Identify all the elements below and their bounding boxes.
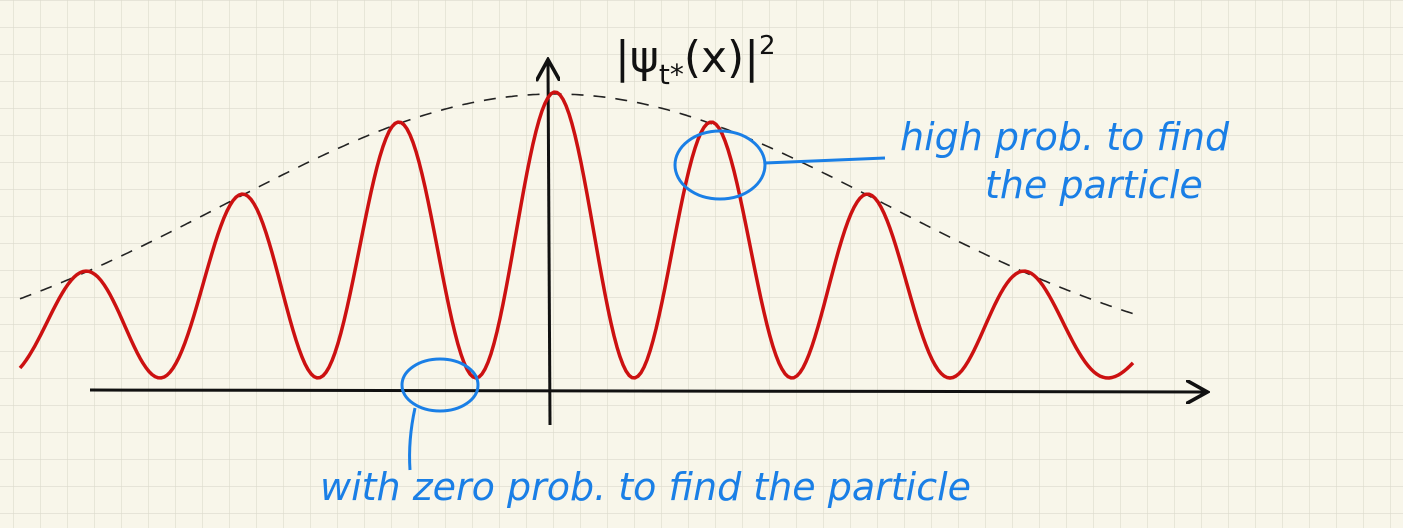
- high-note: high prob. to find: [900, 115, 1230, 159]
- label-sup: 2: [759, 31, 776, 61]
- high-note: the particle: [985, 163, 1203, 207]
- label-rest: (x)|: [684, 32, 759, 83]
- sketch: |ψt*(x)|2 high prob. to find the particl…: [0, 0, 1403, 528]
- label-main: |ψ: [615, 32, 659, 83]
- axis-label: |ψt*(x)|2: [615, 31, 776, 91]
- y-axis: [548, 62, 550, 425]
- x-axis: [90, 390, 1205, 392]
- page: |ψt*(x)|2 high prob. to find the particl…: [0, 0, 1403, 528]
- zero-note: with zero prob. to find the particle: [320, 465, 971, 509]
- label-sub: t*: [659, 58, 684, 91]
